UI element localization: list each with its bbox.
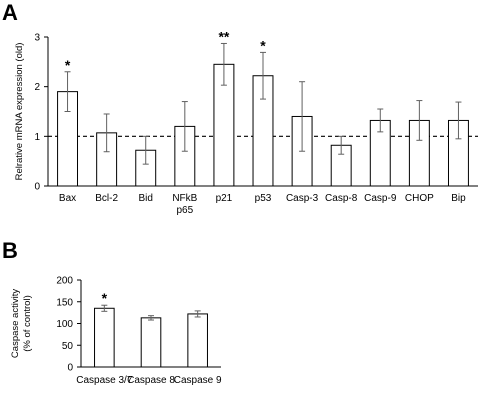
y-tick-label: 0 (34, 182, 40, 193)
y-tick-label: 100 (56, 319, 73, 330)
x-category-label-line: Bip (451, 193, 466, 204)
panel-label-a: A (2, 0, 18, 25)
x-category-label-line: Casp-3 (286, 193, 319, 204)
x-category-label: Bcl-2 (95, 193, 118, 204)
x-category-label-line: CHOP (405, 193, 434, 204)
x-category-label-line: Bcl-2 (95, 193, 118, 204)
y-axis-title-line: Caspase activity (10, 289, 21, 358)
bar (94, 307, 115, 368)
x-category-label-line: p21 (216, 193, 233, 204)
y-tick-label: 50 (62, 341, 74, 352)
y-axis-title: Caspase activity(% of control) (10, 289, 33, 358)
y-tick-label: 3 (34, 33, 40, 44)
x-category-label: p53 (255, 193, 272, 204)
x-category-label-line: Casp-8 (325, 193, 358, 204)
y-tick-label: 150 (56, 297, 73, 308)
x-category-label-line: Caspase 8 (127, 375, 175, 386)
y-axis-title-line: Relrative mRNA expression (old) (14, 43, 25, 181)
x-category-label: Casp-8 (325, 193, 358, 204)
y-tick-label: 0 (67, 363, 73, 374)
significance-marker: * (260, 37, 266, 53)
x-category-label-line: Bax (59, 193, 76, 204)
panel-label-b: B (2, 238, 18, 263)
x-category-label-line: p53 (255, 193, 272, 204)
x-category-label-line: Casp-9 (364, 193, 397, 204)
significance-marker: * (102, 290, 108, 306)
significance-marker: * (65, 57, 71, 73)
x-category-label-line: Caspase 9 (174, 375, 222, 386)
x-category-label: Caspase 3/7 (76, 375, 133, 386)
x-category-label-line: NFkB (172, 193, 197, 204)
y-tick-label: 1 (34, 132, 40, 143)
y-tick-label: 2 (34, 82, 40, 93)
bar (187, 313, 208, 368)
x-category-label: NFkB p65 (172, 193, 197, 216)
x-category-label: Bip (451, 193, 466, 204)
x-category-label: Casp-9 (364, 193, 397, 204)
x-category-label: p21 (216, 193, 233, 204)
x-category-label-line: p65 (176, 205, 193, 216)
x-category-label: Caspase 8 (127, 375, 175, 386)
y-axis-title: Relrative mRNA expression (old) (14, 43, 25, 181)
x-category-label: Bax (59, 193, 76, 204)
bar (140, 317, 162, 368)
x-category-label: Caspase 9 (174, 375, 222, 386)
x-category-label: CHOP (405, 193, 434, 204)
x-category-label: Bid (139, 193, 153, 204)
y-axis-title-line: (% of control) (22, 295, 33, 352)
x-category-label-line: Caspase 3/7 (76, 375, 133, 386)
x-category-label-line: Bid (139, 193, 153, 204)
significance-marker: ** (218, 28, 229, 44)
x-category-label: Casp-3 (286, 193, 319, 204)
y-tick-label: 200 (56, 276, 73, 287)
